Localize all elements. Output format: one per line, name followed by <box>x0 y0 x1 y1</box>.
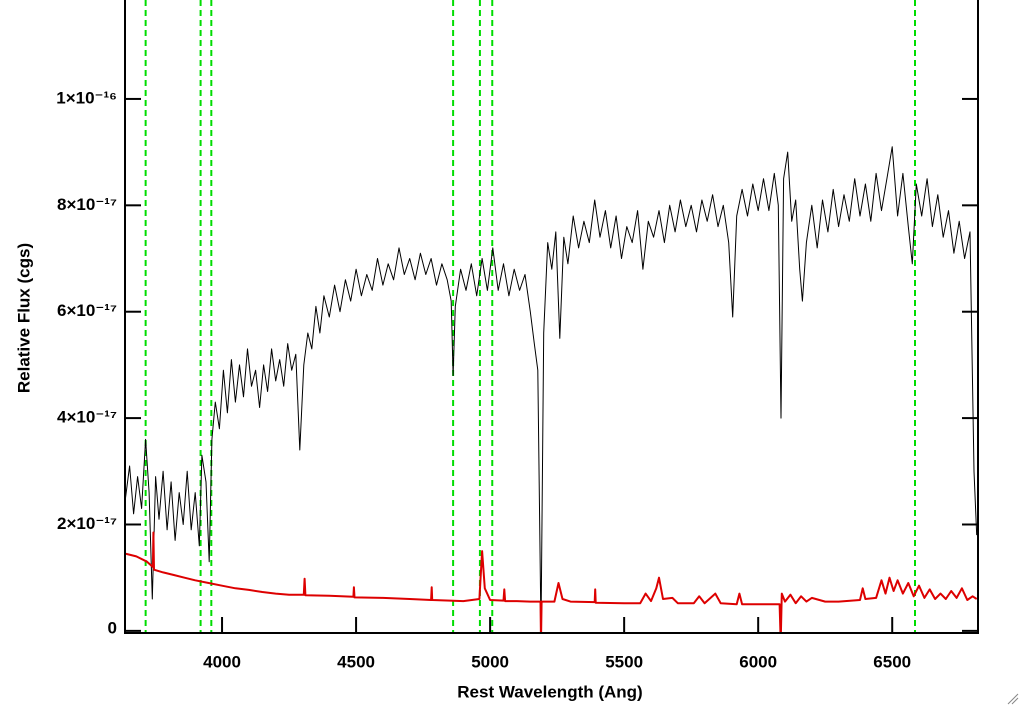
spectrum-line <box>125 146 978 632</box>
x-tick-label: 6000 <box>739 652 777 671</box>
x-axis-label: Rest Wavelength (Ang) <box>457 682 642 701</box>
resize-grip <box>1007 693 1019 705</box>
y-tick-label: 1×10⁻¹⁶ <box>56 88 117 107</box>
y-tick-label: 2×10⁻¹⁷ <box>57 514 117 533</box>
x-tick-label: 4000 <box>203 652 241 671</box>
y-axis-label: Relative Flux (cgs) <box>14 243 33 393</box>
x-tick-label: 4500 <box>337 652 375 671</box>
x-tick-label: 5500 <box>605 652 643 671</box>
x-tick-label: 5000 <box>471 652 509 671</box>
y-tick-label: 0 <box>108 618 117 637</box>
plot-area <box>125 0 978 633</box>
spectrum-line <box>125 531 978 633</box>
y-tick-label: 8×10⁻¹⁷ <box>57 195 117 214</box>
y-tick-label: 6×10⁻¹⁷ <box>57 301 117 320</box>
x-tick-label: 6500 <box>873 652 911 671</box>
y-tick-label: 4×10⁻¹⁷ <box>57 408 117 427</box>
axes-frame <box>124 0 979 634</box>
